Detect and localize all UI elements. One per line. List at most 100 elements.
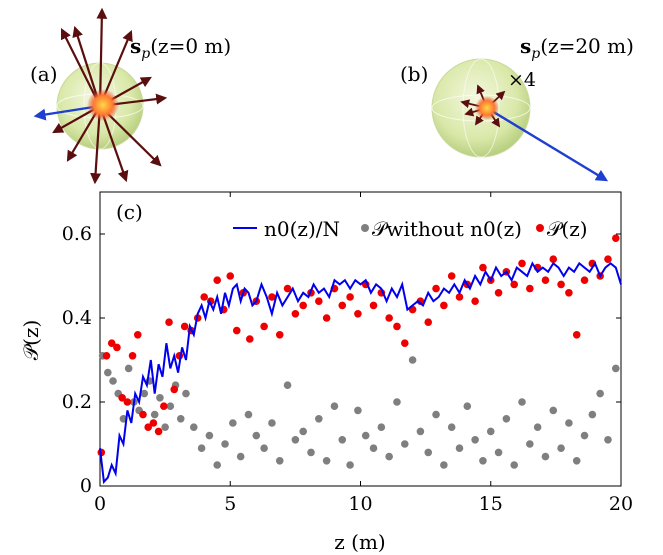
point-p <box>440 301 448 310</box>
x-axis-label: z (m) <box>334 530 385 554</box>
point-p <box>275 331 284 339</box>
point-p <box>123 398 132 406</box>
point-without-n0 <box>565 419 573 427</box>
point-without-n0 <box>486 427 495 436</box>
legend-label-p: 𝒫(z) <box>547 217 588 241</box>
point-p <box>128 352 137 360</box>
x-tick-label: 10 <box>348 493 372 515</box>
point-p <box>447 272 456 280</box>
point-without-n0 <box>205 431 214 440</box>
point-without-n0 <box>596 389 604 398</box>
point-without-n0 <box>471 436 479 444</box>
point-without-n0 <box>400 440 409 448</box>
point-without-n0 <box>416 427 425 436</box>
point-without-n0 <box>408 356 417 364</box>
point-p <box>424 318 433 327</box>
point-p <box>572 331 581 339</box>
point-without-n0 <box>244 410 253 419</box>
x-tick-label: 20 <box>609 493 633 515</box>
point-without-n0 <box>275 457 284 465</box>
point-p <box>315 297 323 306</box>
point-p <box>154 427 163 436</box>
x-tick-label: 5 <box>224 493 236 515</box>
point-without-n0 <box>447 423 456 432</box>
point-without-n0 <box>150 410 159 419</box>
burst-a <box>87 89 119 121</box>
point-p <box>400 339 409 348</box>
point-p <box>180 322 189 331</box>
legend-label-without-n0: 𝒫without n0(z) <box>372 217 522 241</box>
point-p <box>385 314 393 322</box>
point-p <box>346 293 354 301</box>
point-p <box>226 272 235 280</box>
point-without-n0 <box>156 394 164 402</box>
point-p <box>149 419 158 427</box>
point-without-n0 <box>252 431 261 440</box>
panel-b: (b) sp(z=20 m) ×4 <box>400 34 634 182</box>
point-without-n0 <box>109 377 117 385</box>
point-without-n0 <box>369 444 378 453</box>
arrow-b-blue <box>486 106 609 182</box>
point-p <box>549 255 558 263</box>
point-p <box>102 352 111 360</box>
panel-b-title: sp(z=20 m) <box>520 34 634 62</box>
point-without-n0 <box>213 461 222 469</box>
point-without-n0 <box>611 364 620 373</box>
point-p <box>557 280 565 289</box>
point-p <box>322 314 331 322</box>
point-without-n0 <box>315 415 323 423</box>
point-without-n0 <box>322 457 331 465</box>
panel-b-tag: (b) <box>400 62 428 86</box>
point-without-n0 <box>533 423 542 432</box>
point-without-n0 <box>283 381 292 390</box>
point-without-n0 <box>479 457 487 465</box>
point-without-n0 <box>291 436 300 444</box>
point-without-n0 <box>502 415 511 423</box>
point-p <box>107 339 116 348</box>
point-without-n0 <box>140 389 149 398</box>
point-without-n0 <box>424 448 433 457</box>
point-without-n0 <box>176 415 185 423</box>
point-p <box>479 263 487 272</box>
point-without-n0 <box>299 427 307 436</box>
point-without-n0 <box>268 419 276 427</box>
point-without-n0 <box>604 436 612 444</box>
chart-panel-c: (c) 0 5 10 15 20 0 0.2 0.4 0.6 n0(z)/N 𝒫without … <box>19 191 633 554</box>
plot-frame <box>99 191 622 487</box>
axis-ticks: 0 5 10 15 20 0 0.2 0.4 0.6 <box>62 192 633 515</box>
point-without-n0 <box>161 423 169 432</box>
x-tick-label: 0 <box>94 493 106 515</box>
point-p <box>471 297 479 306</box>
point-p <box>416 297 425 306</box>
point-without-n0 <box>354 406 362 415</box>
point-without-n0 <box>361 431 370 440</box>
line-n0 <box>99 261 622 485</box>
point-without-n0 <box>541 452 550 461</box>
point-without-n0 <box>557 444 565 453</box>
panel-a: (a) sp(z=0 m) <box>30 7 231 185</box>
point-without-n0 <box>377 423 386 432</box>
point-p <box>268 293 276 301</box>
point-without-n0 <box>307 448 315 457</box>
point-p <box>432 284 440 293</box>
point-p <box>393 322 401 331</box>
y-tick-label: 0 <box>80 475 92 497</box>
point-without-n0 <box>236 452 245 461</box>
panel-a-tag: (a) <box>30 62 58 86</box>
legend-swatch-without-n0 <box>361 224 369 232</box>
point-without-n0 <box>166 402 175 411</box>
point-without-n0 <box>463 402 472 411</box>
point-p <box>113 343 121 352</box>
point-p <box>213 276 222 285</box>
point-p <box>604 255 612 263</box>
point-p <box>232 326 241 335</box>
point-without-n0 <box>221 440 229 448</box>
point-without-n0 <box>455 444 464 453</box>
point-p <box>299 301 307 310</box>
point-p <box>611 234 620 242</box>
point-without-n0 <box>580 431 589 440</box>
point-without-n0 <box>338 436 347 444</box>
point-p <box>283 284 292 293</box>
point-p <box>144 423 152 432</box>
